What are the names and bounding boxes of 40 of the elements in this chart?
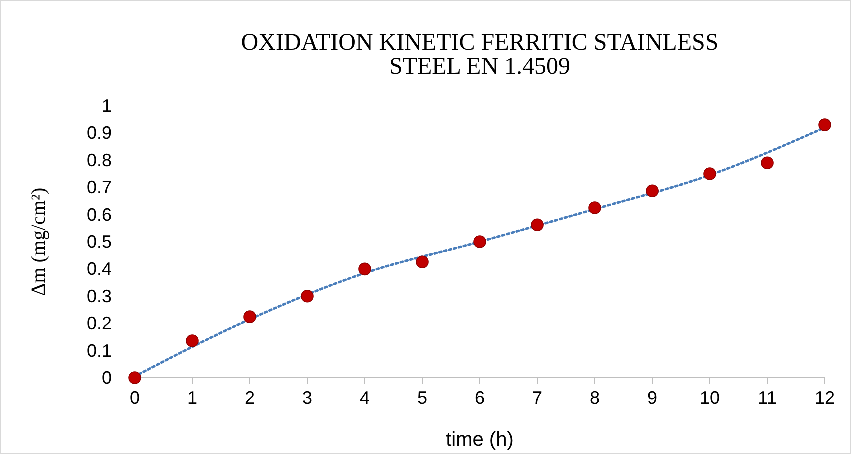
point: [818, 118, 832, 132]
x-tick-label: 10: [700, 388, 720, 408]
point: [416, 256, 429, 269]
point: [704, 168, 716, 180]
point: [646, 184, 659, 198]
point: [358, 262, 372, 276]
x-tick-label: 6: [474, 388, 486, 408]
point: [588, 202, 602, 214]
x-tick-label: 4: [360, 388, 370, 408]
x-tick-label: 1: [187, 388, 198, 408]
y-tick-label: 0.3: [86, 286, 112, 306]
y-tick-label: 0: [102, 368, 112, 388]
x-tick-label: 9: [647, 388, 658, 408]
y-tick-label: 0.4: [86, 259, 112, 280]
point: [474, 236, 486, 248]
point: [128, 372, 142, 384]
y-tick-label: 0.6: [86, 204, 112, 225]
chart-title: OXIDATION KINETIC FERRITIC STAINLESS STEEL EN 1.4509: [241, 30, 719, 80]
x-tick-label: 5: [417, 388, 428, 408]
point: [531, 218, 544, 232]
x-tick-label: 0: [130, 388, 140, 408]
x-axis-title: time (h): [446, 429, 514, 451]
x-tick-label: 2: [244, 388, 256, 408]
y-tick-label: 0.2: [86, 314, 112, 334]
y-tick-label: 0.1: [86, 340, 112, 361]
y-tick-label: 0.9: [86, 123, 112, 144]
x-tick-label: 12: [814, 388, 836, 408]
y-tick-label: 0.7: [86, 178, 112, 198]
y-tick-label: 1: [102, 96, 112, 116]
x-tick-label: 3: [302, 388, 313, 408]
y-axis-title: Δm (mg/cm²): [28, 188, 50, 296]
point: [186, 334, 199, 348]
point: [761, 156, 774, 170]
x-tick-label: 8: [590, 388, 600, 408]
x-tick-label: 11: [758, 388, 777, 408]
point: [244, 310, 256, 324]
y-tick-label: 0.8: [86, 150, 112, 170]
y-tick-label: 0.5: [86, 232, 112, 252]
point: [301, 290, 314, 303]
x-tick-label: 7: [532, 388, 543, 408]
